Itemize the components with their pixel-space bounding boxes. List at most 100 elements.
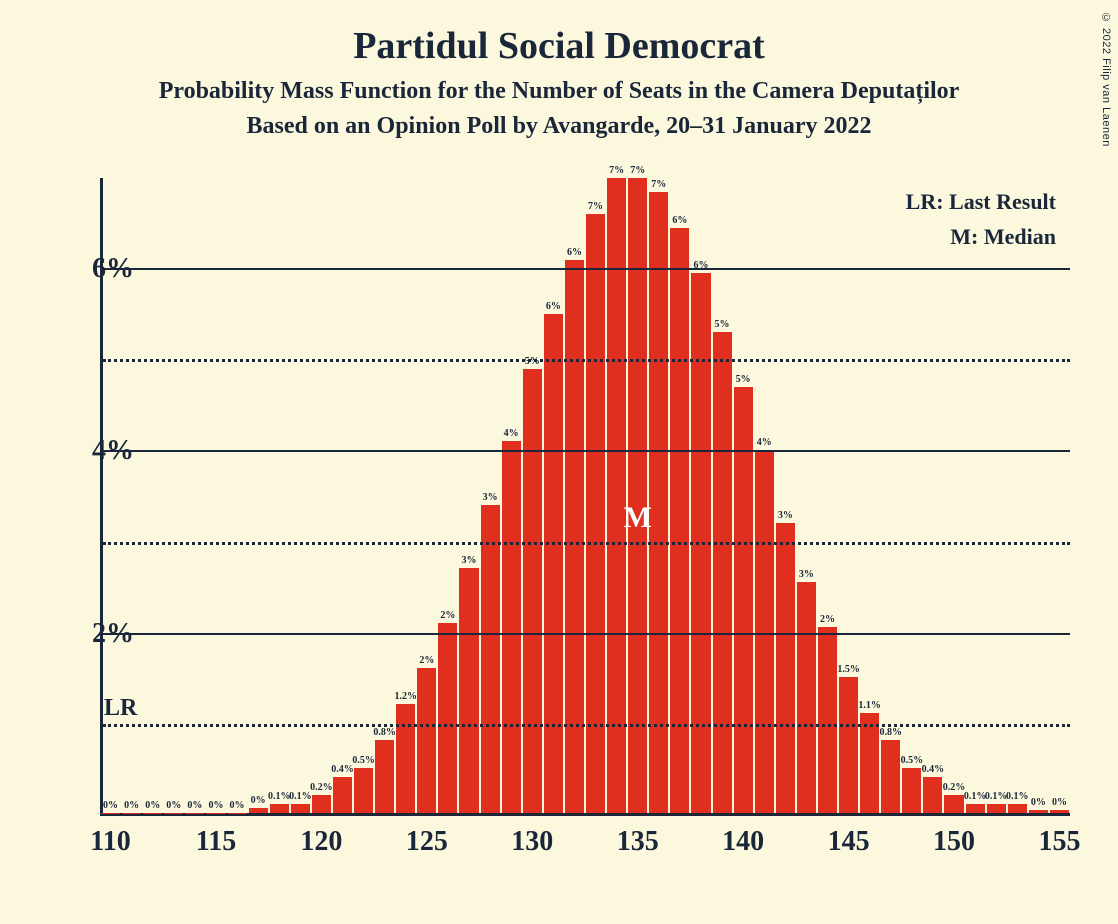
bar: 3%: [776, 523, 795, 813]
bar-value-label: 7%: [588, 201, 603, 212]
x-axis-tick-label: 145: [828, 826, 870, 858]
bar-value-label: 2%: [419, 655, 434, 666]
gridline-major: [103, 450, 1070, 452]
bar: 0%: [164, 813, 183, 814]
bar-value-label: 3%: [799, 569, 814, 580]
bar-value-label: 5%: [715, 319, 730, 330]
bar: 7%: [649, 192, 668, 813]
bar-value-label: 0%: [1052, 797, 1067, 808]
x-axis-tick-label: 110: [90, 826, 130, 858]
bar: 2%: [818, 627, 837, 813]
bar-value-label: 0%: [166, 800, 181, 811]
legend: LR: Last Result M: Median: [906, 184, 1056, 254]
median-marker: M: [624, 501, 652, 535]
bar: 0.2%: [312, 795, 331, 813]
bar-value-label: 0.2%: [943, 782, 966, 793]
bar-value-label: 0.1%: [985, 791, 1008, 802]
bar-value-label: 1.5%: [837, 664, 860, 675]
bar-value-label: 2%: [440, 610, 455, 621]
chart-subtitle-1: Probability Mass Function for the Number…: [0, 78, 1118, 105]
bar: 1.5%: [839, 677, 858, 813]
bar: 0%: [185, 813, 204, 814]
x-axis-tick-label: 150: [933, 826, 975, 858]
bar-value-label: 0.4%: [922, 764, 945, 775]
bar: 2%: [417, 668, 436, 813]
bar-value-label: 0.8%: [879, 727, 902, 738]
bar: 1.2%: [396, 704, 415, 813]
bar-value-label: 6%: [567, 247, 582, 258]
bar-value-label: 0%: [230, 800, 245, 811]
last-result-marker: LR: [104, 695, 137, 722]
bar: 0%: [1050, 810, 1069, 813]
bar: 4%: [755, 450, 774, 813]
bar-value-label: 6%: [546, 301, 561, 312]
bar: 0.2%: [944, 795, 963, 813]
bar-value-label: 0%: [124, 800, 139, 811]
x-axis-tick-label: 130: [511, 826, 553, 858]
bar: 6%: [565, 260, 584, 813]
bar: 0.1%: [966, 804, 985, 813]
bar: 0.1%: [1008, 804, 1027, 813]
bar: 0%: [1029, 810, 1048, 813]
x-axis-line: [100, 813, 1070, 816]
bar: 0%: [206, 813, 225, 814]
bar-value-label: 0.1%: [964, 791, 987, 802]
y-axis-tick-label: 6%: [54, 253, 134, 285]
bar: 0.5%: [354, 768, 373, 813]
bar-value-label: 0.2%: [310, 782, 333, 793]
bar-value-label: 7%: [651, 179, 666, 190]
bar: 0%: [122, 813, 141, 814]
bar: 3%: [797, 582, 816, 813]
y-axis-tick-label: 4%: [54, 435, 134, 467]
x-axis-tick-label: 140: [722, 826, 764, 858]
bar-value-label: 5%: [736, 374, 751, 385]
bar-value-label: 0.1%: [1006, 791, 1029, 802]
bar-value-label: 7%: [630, 165, 645, 176]
chart-subtitle-2: Based on an Opinion Poll by Avangarde, 2…: [0, 113, 1118, 140]
bar-value-label: 1.2%: [394, 691, 417, 702]
x-axis-tick-label: 120: [300, 826, 342, 858]
bar-value-label: 0%: [103, 800, 118, 811]
bar-value-label: 0%: [251, 795, 266, 806]
bar: 0.8%: [375, 740, 394, 813]
bar-value-label: 3%: [778, 510, 793, 521]
bar-value-label: 0.1%: [289, 791, 312, 802]
bar: 6%: [544, 314, 563, 813]
bar-value-label: 7%: [609, 165, 624, 176]
bar-value-label: 1.1%: [858, 700, 881, 711]
gridline-major: [103, 268, 1070, 270]
bar: 0.1%: [987, 804, 1006, 813]
bar: 0%: [143, 813, 162, 814]
bar-value-label: 3%: [483, 492, 498, 503]
bar-value-label: 3%: [462, 555, 477, 566]
copyright-text: © 2022 Filip van Laenen: [1100, 12, 1112, 147]
chart-plot-area: LR: Last Result M: Median 0%0%0%0%0%0%0%…: [100, 178, 1070, 816]
bar: 0.4%: [333, 777, 352, 813]
bar-value-label: 0.4%: [331, 764, 354, 775]
bar: 0.1%: [291, 804, 310, 813]
bar: 7%: [607, 178, 626, 813]
bar: 0.1%: [270, 804, 289, 813]
gridline-major: [103, 633, 1070, 635]
bar-value-label: 0%: [1031, 797, 1046, 808]
bar: 0.4%: [923, 777, 942, 813]
x-axis-tick-label: 115: [196, 826, 236, 858]
bar-value-label: 6%: [672, 215, 687, 226]
bar: 0%: [101, 813, 120, 814]
bar: 2%: [438, 623, 457, 814]
bar: 0.5%: [902, 768, 921, 813]
gridline-minor: [103, 359, 1070, 362]
chart-title: Partidul Social Democrat: [0, 24, 1118, 68]
bar: 0%: [228, 813, 247, 814]
bar-value-label: 0%: [187, 800, 202, 811]
bar: 7%: [628, 178, 647, 813]
bar-value-label: 0%: [145, 800, 160, 811]
bar-value-label: 4%: [757, 437, 772, 448]
bar: 3%: [459, 568, 478, 813]
bar: 0.8%: [881, 740, 900, 813]
gridline-minor: [103, 724, 1070, 727]
title-block: Partidul Social Democrat Probability Mas…: [0, 0, 1118, 140]
bar-value-label: 0.8%: [373, 727, 396, 738]
legend-lr: LR: Last Result: [906, 184, 1056, 219]
gridline-minor: [103, 542, 1070, 545]
